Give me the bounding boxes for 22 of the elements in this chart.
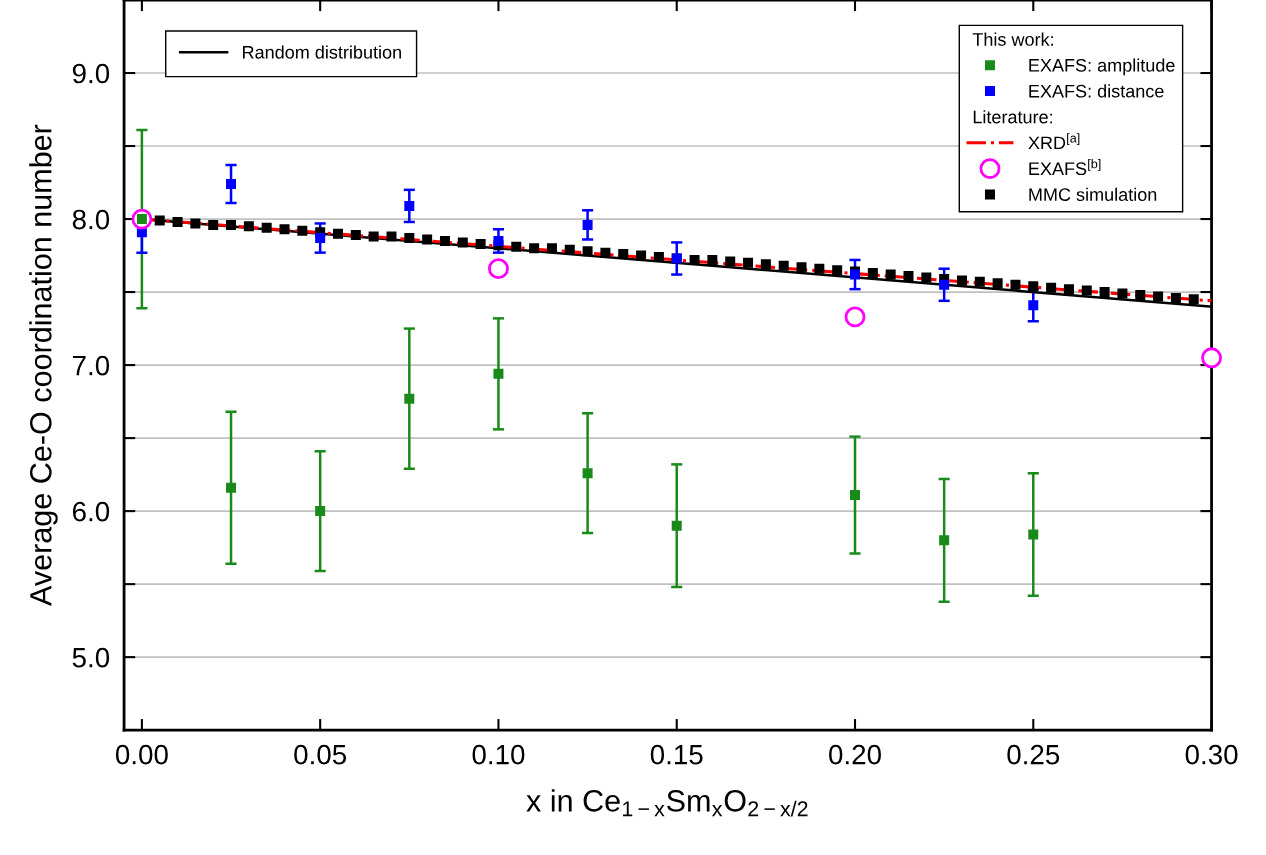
y-tick-label: 9.0 [72, 63, 110, 84]
x-tick-label: 0.30 [1185, 744, 1238, 765]
annotation: This work: [972, 32, 1053, 46]
y-tick-label: 7.0 [72, 355, 110, 376]
x-tick-label: 0.25 [1007, 744, 1060, 765]
legend-label: Random distribution [243, 45, 401, 59]
y-tick-label: 6.0 [72, 501, 110, 522]
x-tick-label: 0.00 [115, 744, 168, 765]
legend-label: EXAFS$^{[b]}$ [1029, 159, 1101, 176]
legend-label: XRD$^{[a]}$ [1028, 133, 1080, 150]
legend-label: EXAFS: distance [1029, 84, 1164, 98]
legend-label: EXAFS: amplitude [1029, 58, 1175, 76]
x-axis-title: x in Ce$_{1−x}$Sm$_{x}$O$_{2−x/2}$ [526, 789, 808, 817]
x-tick-label: 0.15 [650, 744, 703, 765]
x-tick-label: 0.05 [294, 744, 347, 765]
x-tick-label: 0.20 [829, 744, 881, 765]
y-axis-title: Average Ce-O coordination number [29, 124, 58, 606]
y-tick-label: 5.0 [72, 647, 110, 668]
y-tick-label: 8.0 [72, 209, 110, 230]
x-tick-label: 0.10 [472, 744, 525, 765]
annotation: Literature: [973, 110, 1052, 124]
legend-label: MMC simulation [1029, 187, 1157, 201]
